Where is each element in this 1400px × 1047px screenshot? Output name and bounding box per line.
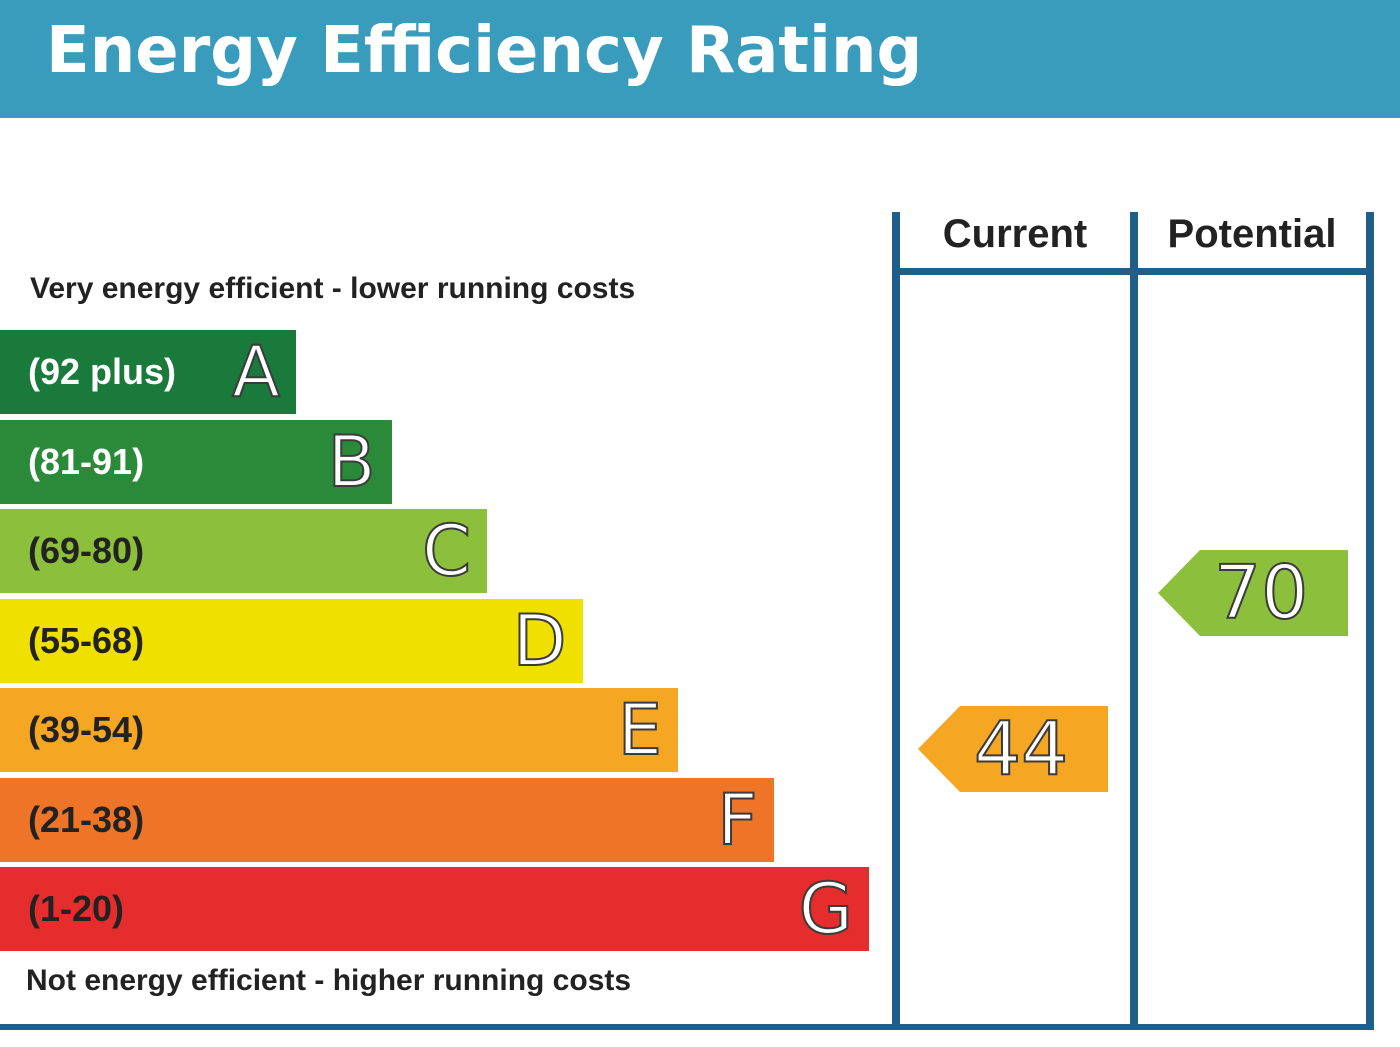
band-a-range: (92 plus) [28,351,177,392]
band-d-letter: D [512,599,568,682]
potential-rating-arrow: 70 [1158,550,1348,636]
band-f-letter: F [716,778,758,861]
band-e-range: (39-54) [28,709,145,750]
band-c: (69-80) C [0,509,487,593]
frame-left-line [892,212,900,1030]
band-g-range: (1-20) [28,888,125,929]
caption-bottom: Not energy efficient - higher running co… [26,964,632,997]
band-f-range: (21-38) [28,798,145,840]
current-rating-value: 44 [973,706,1069,792]
band-a-letter: A [231,331,281,413]
band-e-letter: E [617,689,663,771]
frame-middle-line [1130,212,1138,1030]
band-f: (21-38) F [0,777,774,862]
chart-title: Energy Efficiency Rating [46,14,923,88]
current-arrow-shape [918,706,1108,792]
frame-bottom-line [0,1024,1374,1030]
band-b-letter: B [326,420,376,503]
rating-bands: (92 plus) A (81-91) B (69-80) C (55-68) D (39-54… [0,330,869,951]
frame-header-line [892,268,1374,275]
band-c-letter: C [421,510,472,592]
title-banner: Energy Efficiency Rating [0,0,1400,118]
band-a: (92 plus) A [0,330,296,414]
potential-rating-value: 70 [1213,550,1309,636]
band-c-range: (69-80) [28,530,145,571]
band-b: (81-91) B [0,419,392,504]
current-rating-arrow: 44 [918,706,1108,792]
caption-top: Very energy efficient - lower running co… [30,272,636,305]
band-d-range: (55-68) [28,619,145,661]
band-g: (1-20) G [0,867,869,951]
band-g-letter: G [798,868,854,950]
band-b-range: (81-91) [28,440,145,482]
frame-right-line [1366,212,1374,1030]
potential-arrow-shape [1158,550,1348,636]
current-column-header: Current [942,212,1088,256]
potential-column-header: Potential [1167,212,1337,256]
band-e: (39-54) E [0,688,678,772]
band-d: (55-68) D [0,598,583,683]
